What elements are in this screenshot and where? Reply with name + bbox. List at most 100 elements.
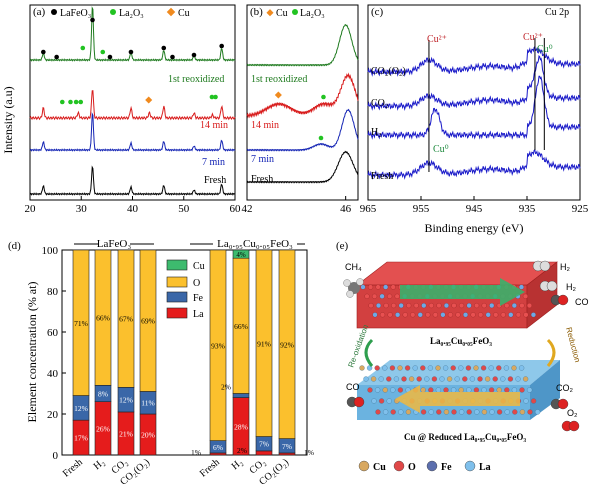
lafeo3-peak-marker: [170, 54, 175, 60]
bar-label-fe: 7%: [259, 440, 269, 449]
ch4-h: [346, 290, 354, 298]
panel-d-ytick-label: 0: [53, 450, 59, 462]
top-slab-atom: [395, 312, 401, 318]
top-slab-atom: [383, 284, 389, 290]
top-slab-atom: [511, 303, 517, 309]
bar-segment-o: [278, 249, 296, 439]
bottom-slab-atom: [435, 365, 441, 371]
bottom-slab-atom: [386, 398, 392, 404]
bottom-slab-atom: [504, 409, 510, 415]
top-slab-atom: [402, 312, 408, 318]
bar-label-la: 26%: [96, 424, 110, 433]
panel-c-xlabel: Binding energy (eV): [424, 221, 523, 235]
bottom-slab-atom: [390, 409, 396, 415]
label-top-slab: La₀.₉₅Cu₀.₀₅FeO₃: [430, 336, 492, 346]
bottom-slab-atom: [480, 365, 487, 371]
bottom-slab-atom: [488, 387, 495, 393]
bottom-slab-atom: [458, 365, 464, 371]
bottom-slab-atom: [382, 387, 388, 393]
lafeo3-peak-marker: [161, 45, 167, 51]
bar-segment-o: [139, 249, 157, 392]
panel-d-xcategory: Fresh: [198, 457, 222, 480]
legend-cu-marker: [266, 9, 274, 17]
bottom-slab-atom: [374, 387, 381, 393]
bar-segment-cu: [232, 249, 250, 259]
panel-a-xtick-label: 50: [178, 203, 190, 215]
bottom-slab-atom: [507, 376, 514, 382]
legend-la2o3-marker: [110, 9, 116, 15]
top-slab-atom: [440, 312, 446, 318]
bar-label-fe: 7%: [282, 442, 292, 451]
bottom-slab-atom: [389, 365, 396, 371]
panel-a-letter: (a): [33, 6, 46, 18]
bottom-slab-atom: [451, 409, 457, 415]
label-reduction: Reduction: [564, 326, 582, 363]
bottom-slab-atom: [504, 387, 510, 393]
legend-atom-fe: [426, 460, 438, 472]
annotation-cu0-right: Cu⁰: [537, 44, 553, 55]
bottom-slab-atom: [496, 409, 503, 415]
panel-c-label-co2: CO₂: [371, 98, 388, 109]
legend-label-cu: Cu: [193, 261, 205, 272]
top-slab-atom: [372, 312, 378, 318]
panel-c-xtick-label: 945: [466, 203, 483, 215]
bottom-slab-atom: [435, 387, 442, 393]
bar-label-o: 69%: [141, 317, 155, 326]
bottom-slab-atom: [420, 365, 426, 371]
top-slab-atom: [379, 293, 385, 299]
bar-segment-o: [94, 249, 112, 386]
top-slab-atom: [462, 312, 469, 318]
bottom-slab-atom: [500, 376, 506, 382]
bar-label-o: 66%: [234, 322, 248, 331]
top-slab-atom: [391, 303, 397, 309]
bottom-slab-atom: [397, 387, 404, 393]
bar-label-la: 20%: [141, 431, 155, 440]
bottom-slab-atom: [404, 365, 411, 371]
bottom-slab-atom: [428, 409, 434, 415]
bottom-slab-atom: [477, 376, 483, 382]
la2o3-peak-marker: [100, 49, 106, 55]
bar-label-fe: 6%: [213, 443, 223, 452]
top-slab-atom: [489, 303, 495, 309]
lafeo3-peak-marker: [219, 43, 224, 49]
bottom-slab-atom: [503, 365, 510, 371]
panel-a-pattern-min7: [29, 112, 236, 152]
bar-label-fe-outside: 2%: [221, 383, 231, 392]
bottom-slab-atom: [408, 376, 415, 382]
bottom-slab-atom: [519, 409, 526, 415]
bottom-slab-atom: [450, 365, 456, 371]
bottom-slab-atom: [527, 409, 533, 415]
bottom-slab-atom: [405, 409, 412, 415]
top-slab-atom: [417, 312, 423, 318]
panel-b-frame: [246, 4, 359, 201]
panel-c-spectrum-fresh: [367, 148, 581, 180]
panel-a-label-7min: 7 min: [202, 157, 225, 168]
legend-atom-la: [464, 460, 476, 472]
top-slab-atom: [504, 303, 510, 309]
bar-segment-fe: [232, 393, 250, 398]
top-slab-atom: [436, 303, 442, 309]
top-slab-atom: [398, 303, 404, 309]
label-co: CO: [575, 297, 589, 307]
bar-label-la: 28%: [234, 422, 248, 431]
la2o3-peak-marker: [73, 99, 79, 105]
legend-cu-marker: [166, 7, 176, 17]
top-slab-atom: [428, 303, 434, 309]
bottom-slab-atom: [390, 387, 396, 393]
panel-b-xtick-label: 46: [340, 203, 352, 215]
top-slab-atom: [474, 303, 480, 309]
top-slab-atom: [530, 312, 537, 318]
bottom-slab-atom: [442, 365, 449, 371]
bottom-slab-atom: [359, 365, 365, 371]
bottom-slab-atom: [416, 376, 422, 382]
top-slab-atom: [387, 293, 393, 299]
bottom-slab-atom: [484, 376, 491, 382]
bottom-slab-atom: [378, 398, 385, 404]
bottom-slab-atom: [398, 409, 404, 415]
panel-a-pattern-fresh: [29, 165, 236, 196]
la2o3-peak-marker: [68, 99, 73, 105]
legend-atom-label-fe: Fe: [441, 462, 452, 473]
top-slab-atom: [523, 312, 529, 318]
top-slab-atom: [522, 293, 529, 299]
panel-b-label-7min: 7 min: [251, 154, 274, 165]
